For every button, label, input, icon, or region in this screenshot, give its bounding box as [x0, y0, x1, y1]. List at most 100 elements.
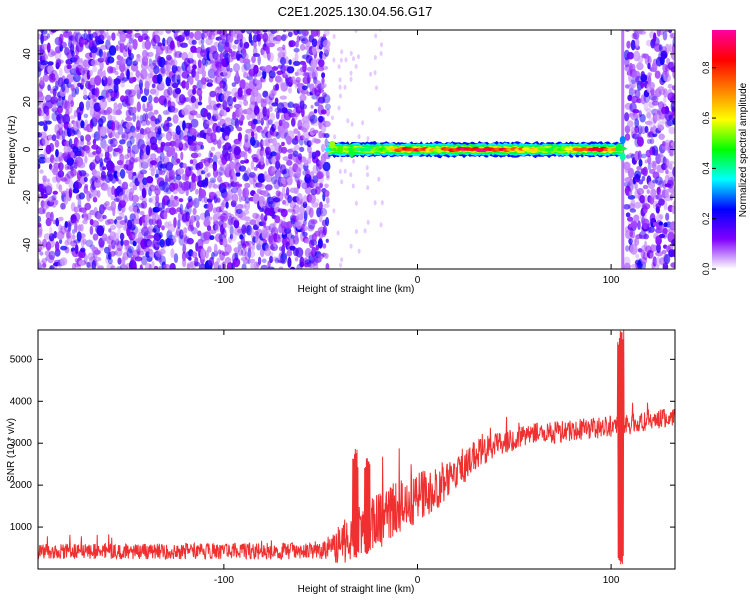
spectrogram-cell	[234, 118, 240, 129]
spectrogram-cell	[624, 112, 630, 122]
spectrogram-cell	[236, 126, 243, 132]
spectrogram-cell	[302, 115, 310, 123]
spectrogram-cell	[168, 238, 175, 246]
spectrogram-cell	[47, 134, 53, 141]
spectrogram-cell	[280, 208, 288, 218]
spectrogram-cell	[322, 39, 331, 49]
spectrogram-cell	[207, 201, 214, 212]
spectrogram-cell	[644, 125, 649, 134]
spectrogram-cell	[333, 134, 337, 140]
spectrogram-cell	[240, 248, 247, 257]
spectrogram-cell	[110, 200, 117, 212]
spectrogram-cell	[132, 262, 137, 269]
snr-y-ticks: 1000 2000 3000 4000 5000	[10, 354, 675, 533]
spectrogram-cell	[40, 35, 49, 41]
spectrogram-cell	[289, 266, 296, 269]
spectrogram-cell	[163, 98, 168, 108]
spectrogram-cell	[322, 92, 327, 98]
spectrogram-cell	[324, 190, 330, 198]
spectrogram-cell	[254, 132, 258, 141]
spectrogram-cell	[646, 112, 652, 119]
spectrogram-cell	[633, 214, 640, 222]
spectrogram-cell	[338, 169, 342, 174]
spectrogram-panel: -100 0 100 -40 -20 0 20 40 Height of straight …	[7, 29, 676, 295]
colorbar-label: Normalized spectral amplitude	[738, 82, 749, 217]
spectrogram-cell	[42, 53, 48, 61]
spectrogram-cell	[249, 258, 256, 264]
spectrogram-cell	[166, 122, 173, 128]
spectrogram-cell	[38, 94, 45, 101]
spectrogram-cell	[209, 235, 215, 241]
spectrogram-cell	[660, 50, 668, 59]
spectrogram-cell	[265, 174, 273, 183]
spectrogram-y-tick-label: 20	[22, 96, 33, 108]
spectrogram-cell	[126, 30, 133, 34]
spectrogram-cell	[67, 105, 73, 114]
spectrogram-cell	[627, 120, 634, 128]
spectrogram-cell	[207, 172, 211, 177]
spectrogram-cell	[157, 256, 162, 263]
spectrogram-cell	[325, 197, 330, 204]
spectrogram-cell	[302, 103, 308, 110]
spectrogram-cell	[190, 118, 199, 128]
spectrogram-cell	[629, 79, 637, 89]
spectrogram-cell	[213, 74, 218, 84]
spectrogram-cell	[200, 170, 206, 175]
spectrogram-cell	[322, 33, 326, 39]
spectrogram-cell	[217, 139, 222, 149]
spectrogram-cell	[92, 66, 98, 73]
spectrogram-cell	[83, 30, 87, 32]
spectrogram-cell	[119, 139, 126, 145]
spectrogram-cell	[70, 168, 77, 177]
spectrogram-cell	[338, 84, 342, 90]
spectrogram-cell	[155, 185, 159, 191]
spectrogram-cell	[174, 152, 178, 162]
spectrogram-cell	[49, 265, 55, 269]
spectrogram-cell	[239, 79, 246, 90]
spectrogram-cell	[166, 264, 171, 269]
spectrogram-cell	[111, 238, 116, 250]
spectrogram-cell	[96, 225, 105, 237]
spectrogram-cell	[300, 89, 309, 95]
spectrogram-cell	[311, 38, 318, 47]
spectrogram-cell	[87, 30, 92, 34]
spectrogram-cell	[52, 167, 59, 176]
spectrogram-cell	[322, 225, 328, 236]
spectrogram-cell	[144, 226, 153, 234]
spectrogram-cell	[638, 159, 643, 167]
spectrogram-cell	[76, 231, 82, 242]
spectrogram-x-ticks: -100 0 100	[214, 30, 620, 286]
spectrogram-cell	[188, 50, 194, 61]
spectrogram-cell	[241, 63, 248, 74]
spectrogram-cell	[651, 145, 659, 156]
spectrogram-cell	[623, 204, 631, 210]
spectrogram-cell	[197, 101, 203, 106]
spectrogram-cell	[102, 69, 106, 81]
spectrogram-cell	[324, 183, 329, 189]
spectrogram-cell	[275, 160, 281, 170]
spectrogram-cell	[131, 225, 139, 235]
spectrogram-cell	[213, 183, 218, 189]
spectrogram-cell	[108, 228, 112, 233]
spectrogram-cell	[113, 170, 119, 179]
spectrogram-cell	[141, 55, 149, 67]
spectrogram-cell	[295, 179, 303, 185]
spectrogram-cell	[52, 190, 58, 195]
spectrogram-cell	[627, 194, 636, 200]
spectrogram-cell	[106, 107, 113, 114]
spectrogram-cell	[293, 60, 301, 66]
snr-x-axis-label: Height of straight line (km)	[298, 584, 415, 595]
spectrogram-cell	[631, 63, 636, 72]
spectrogram-cell	[301, 30, 309, 37]
spectrogram-cell	[643, 233, 649, 240]
spectrogram-cell	[134, 30, 141, 32]
spectrogram-cell	[285, 108, 293, 115]
spectrogram-cell	[271, 256, 280, 262]
spectrogram-cell	[208, 191, 215, 196]
spectrogram-cell	[197, 230, 202, 237]
spectrogram-cell	[242, 187, 250, 199]
spectrogram-cell	[51, 134, 57, 142]
spectrogram-cell	[633, 31, 640, 40]
spectrogram-cell	[639, 194, 646, 204]
spectrogram-cell	[179, 140, 184, 148]
